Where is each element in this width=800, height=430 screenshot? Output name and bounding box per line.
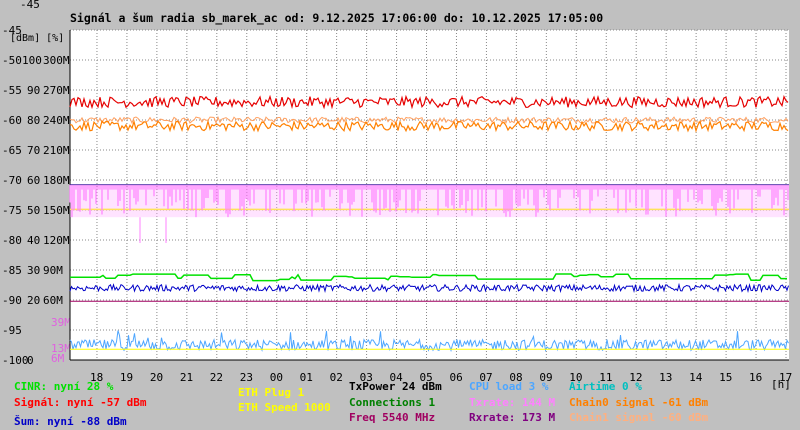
- legend-cpu: CPU load 3 %: [469, 380, 549, 393]
- y-tick-rate: 90M: [43, 264, 63, 277]
- y-unit-label: [dBm] [%]: [10, 33, 64, 44]
- x-tick-label: 06: [449, 371, 462, 384]
- y-tick-rate-small: 13M: [51, 342, 71, 355]
- x-tick-label: 04: [390, 371, 404, 384]
- y-tick-dbm: -60: [2, 114, 22, 127]
- y-tick-rate-small: 6M: [51, 352, 65, 365]
- x-tick-label: 07: [479, 371, 492, 384]
- y-tick-top: -45: [20, 0, 40, 11]
- chain0-series: [69, 119, 789, 133]
- y-tick-dbm: -55: [2, 84, 22, 97]
- x-tick-label: 03: [360, 371, 373, 384]
- cpu-series: [69, 330, 789, 353]
- y-tick-rate: 210M: [43, 144, 70, 157]
- x-tick-label: 13: [659, 371, 672, 384]
- y-tick-percent: 70: [27, 144, 40, 157]
- x-tick-label: 02: [330, 371, 343, 384]
- y-tick-dbm: -50: [2, 54, 22, 67]
- x-tick-label: 23: [240, 371, 253, 384]
- chain1-series: [69, 115, 789, 125]
- y-tick-rate: 120M: [43, 234, 70, 247]
- legend-connections: Connections 1: [349, 396, 436, 409]
- y-tick-percent: 60: [27, 174, 40, 187]
- legend-freq: Freq 5540 MHz: [349, 411, 436, 424]
- x-tick-label: 12: [629, 371, 642, 384]
- x-tick-label: 05: [420, 371, 433, 384]
- x-tick-label: 01: [300, 371, 313, 384]
- legend-chain0: Chain0 signal -61 dBm: [569, 396, 709, 409]
- y-tick-dbm: -85: [2, 264, 22, 277]
- x-tick-label: 08: [509, 371, 522, 384]
- legend-chain1: Chain1 signal -60 dBm: [569, 411, 709, 424]
- legend-signal: Signál: nyní -57 dBm: [14, 396, 147, 409]
- x-tick-label: 11: [599, 371, 612, 384]
- y-tick-dbm: -45: [2, 24, 22, 37]
- y-tick-dbm: -95: [2, 324, 22, 337]
- x-tick-label: 19: [120, 371, 133, 384]
- y-tick-dbm: -70: [2, 174, 22, 187]
- y-tick-dbm: -80: [2, 234, 22, 247]
- legend-rxrate: Rxrate: 173 M: [469, 411, 556, 424]
- noise-series: [69, 282, 789, 294]
- txrate-series: [69, 184, 789, 218]
- y-tick-percent: 80: [27, 114, 40, 127]
- y-tick-dbm: -90: [2, 294, 22, 307]
- y-tick-percent: 30: [27, 264, 40, 277]
- y-tick-percent: 0: [27, 354, 34, 367]
- legend-eth-speed: ETH Speed 1000: [238, 401, 331, 414]
- y-tick-percent: 20: [27, 294, 40, 307]
- y-tick-rate: 300M: [43, 54, 70, 67]
- signal-series: [69, 94, 789, 110]
- y-tick-dbm: -65: [2, 144, 22, 157]
- plot-area: [70, 30, 789, 360]
- legend-txrate: Txrate: 144 M: [469, 396, 556, 409]
- x-tick-label: 00: [270, 371, 283, 384]
- y-tick-dbm: -75: [2, 204, 22, 217]
- x-tick-label: 18: [90, 371, 103, 384]
- legend-eth-plug: ETH Plug 1: [238, 386, 305, 399]
- x-tick-label: 16: [749, 371, 762, 384]
- legend-noise: Šum: nyní -88 dBm: [14, 415, 127, 428]
- y-tick-rate: 150M: [43, 204, 70, 217]
- x-tick-label: 17: [779, 371, 792, 384]
- x-tick-label: 20: [150, 371, 163, 384]
- y-tick-percent: 90: [27, 84, 40, 97]
- legend-airtime: Airtime 0 %: [569, 380, 642, 393]
- y-tick-rate: 60M: [43, 294, 63, 307]
- legend-cinr: CINR: nyní 28 %: [14, 380, 114, 393]
- x-tick-label: 15: [719, 371, 732, 384]
- legend-txpower: TxPower 24 dBm: [349, 380, 442, 393]
- y-tick-rate: 180M: [43, 174, 70, 187]
- y-tick-percent: 50: [27, 204, 40, 217]
- x-tick-label: 14: [689, 371, 703, 384]
- chart-title: Signál a šum radia sb_marek_ac od: 9.12.…: [70, 11, 603, 26]
- y-tick-percent: 100: [22, 54, 42, 67]
- x-tick-label: 22: [210, 371, 223, 384]
- y-tick-dbm: -100: [2, 354, 29, 367]
- y-tick-rate: 240M: [43, 114, 70, 127]
- y-tick-rate: 270M: [43, 84, 70, 97]
- txrate-dips: [139, 217, 167, 243]
- y-tick-percent: 40: [27, 234, 40, 247]
- x-tick-label: 10: [569, 371, 582, 384]
- cinr-series: [70, 273, 787, 282]
- x-tick-label: 09: [539, 371, 552, 384]
- txrate-band: [70, 184, 789, 218]
- x-tick-label: 21: [180, 371, 193, 384]
- y-tick-rate-small: 39M: [51, 316, 71, 329]
- x-unit-label: [h]: [771, 378, 791, 391]
